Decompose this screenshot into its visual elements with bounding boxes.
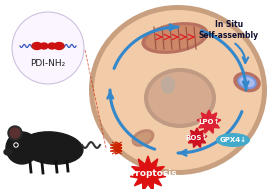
Text: GPX4↓: GPX4↓ [219, 137, 247, 143]
Ellipse shape [145, 25, 204, 51]
Text: LPO↑: LPO↑ [198, 119, 220, 125]
Circle shape [15, 144, 17, 146]
Ellipse shape [216, 133, 250, 147]
Circle shape [10, 128, 20, 138]
Circle shape [6, 132, 38, 164]
Ellipse shape [32, 43, 42, 50]
Ellipse shape [21, 132, 83, 164]
Text: ROS↑: ROS↑ [186, 135, 208, 141]
Ellipse shape [4, 149, 12, 155]
Ellipse shape [132, 129, 154, 147]
Polygon shape [187, 128, 207, 147]
Text: Ferroptosis: Ferroptosis [119, 170, 177, 178]
Ellipse shape [94, 10, 262, 170]
Text: In Situ
Self-assembly: In Situ Self-assembly [199, 20, 259, 40]
Ellipse shape [89, 5, 267, 175]
Polygon shape [130, 156, 166, 189]
Circle shape [8, 126, 22, 140]
Ellipse shape [142, 22, 209, 54]
Ellipse shape [135, 132, 151, 144]
Ellipse shape [54, 43, 64, 50]
Circle shape [12, 12, 84, 84]
Ellipse shape [233, 72, 261, 92]
Circle shape [14, 143, 18, 147]
Ellipse shape [239, 77, 255, 87]
Polygon shape [197, 110, 221, 133]
Ellipse shape [161, 76, 175, 94]
Ellipse shape [237, 75, 257, 89]
Text: PDI-NH₂: PDI-NH₂ [30, 60, 66, 68]
Ellipse shape [144, 68, 216, 128]
Ellipse shape [40, 43, 48, 49]
Ellipse shape [148, 72, 212, 124]
Ellipse shape [48, 43, 56, 49]
